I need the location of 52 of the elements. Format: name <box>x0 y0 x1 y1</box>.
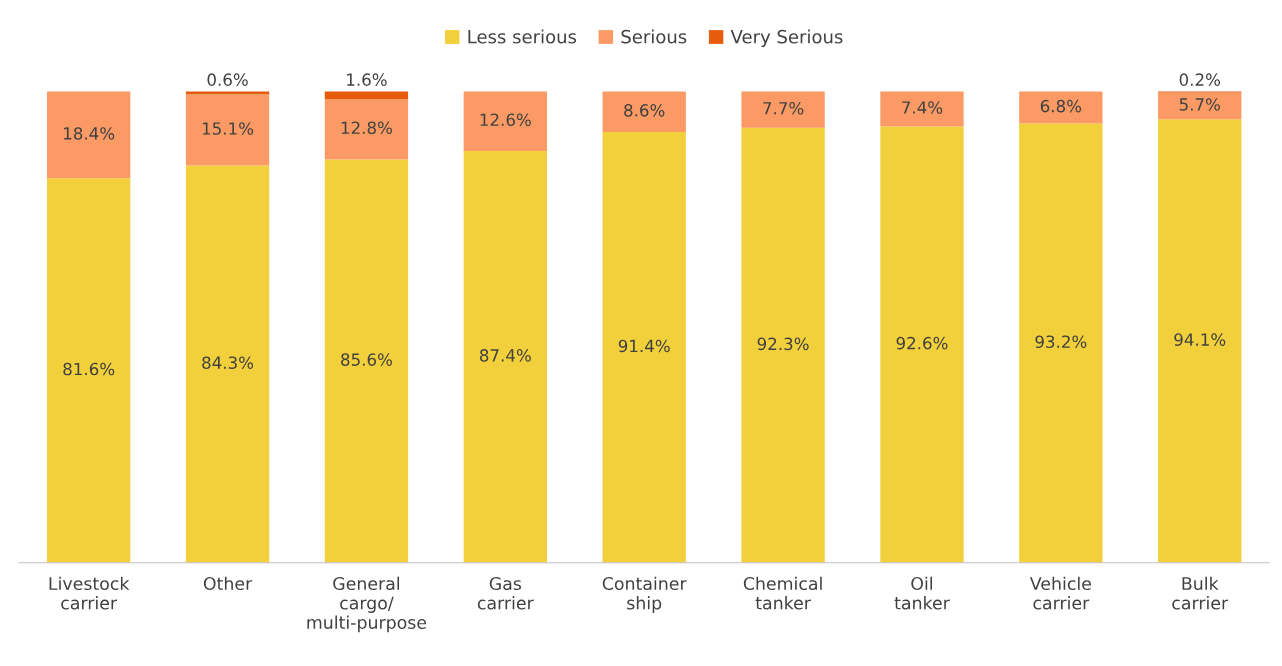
legend-label: Serious <box>621 29 687 44</box>
legend-label: Very Serious <box>730 29 843 48</box>
data-label: 92.3% <box>757 337 809 351</box>
bar <box>1158 92 1242 120</box>
data-label: 0.2% <box>1179 73 1220 86</box>
x-tick-label: Other <box>203 576 253 591</box>
x-tick-label: Oil tanker <box>894 576 950 610</box>
bar <box>602 132 686 563</box>
bar <box>47 178 131 563</box>
x-tick-label: Container ship <box>602 576 687 613</box>
bar <box>324 99 409 160</box>
data-label: 1.6% <box>347 73 387 86</box>
legend-label: Less serious <box>468 29 577 44</box>
bar <box>602 91 686 133</box>
bar <box>1158 119 1242 563</box>
data-label: 81.6% <box>63 362 115 376</box>
bar <box>47 91 131 179</box>
data-label: 84.3% <box>202 356 254 369</box>
data-label: 0.6% <box>207 73 248 86</box>
data-label: 7.4% <box>902 101 943 114</box>
bar <box>741 127 825 563</box>
x-tick-label: Livestock carrier <box>49 576 130 610</box>
data-label: 85.6% <box>341 353 392 366</box>
data-label: 6.8% <box>1040 99 1082 113</box>
bar <box>324 159 409 563</box>
x-tick-label: General cargo/ multi-purpose <box>307 576 427 633</box>
data-label: 8.6% <box>624 104 665 117</box>
data-label: 12.6% <box>480 113 531 127</box>
bar <box>880 91 964 127</box>
data-label: 91.4% <box>618 339 670 353</box>
data-label: 87.4% <box>479 349 531 362</box>
data-label: 92.6% <box>896 336 948 350</box>
bar <box>741 91 825 128</box>
data-label: 5.7% <box>1179 98 1220 111</box>
bar <box>1019 91 1103 124</box>
data-label: 93.2% <box>1035 335 1087 349</box>
x-tick-label: Chemical tanker <box>743 576 822 610</box>
data-label: 15.1% <box>202 122 254 135</box>
x-tick-label: Gas carrier <box>477 576 534 610</box>
bar <box>463 150 547 563</box>
data-label: 18.4% <box>64 127 115 140</box>
data-label: 12.8% <box>341 121 392 135</box>
bar <box>185 165 270 563</box>
bar <box>324 91 409 100</box>
bar <box>880 126 964 563</box>
bar <box>185 94 270 166</box>
x-tick-label: Vehicle carrier <box>1029 576 1091 610</box>
data-label: 94.1% <box>1174 333 1226 346</box>
bar <box>463 91 547 151</box>
x-tick-label: Bulk carrier <box>1172 576 1229 610</box>
data-label: 7.7% <box>763 101 804 115</box>
bar <box>1019 123 1103 563</box>
